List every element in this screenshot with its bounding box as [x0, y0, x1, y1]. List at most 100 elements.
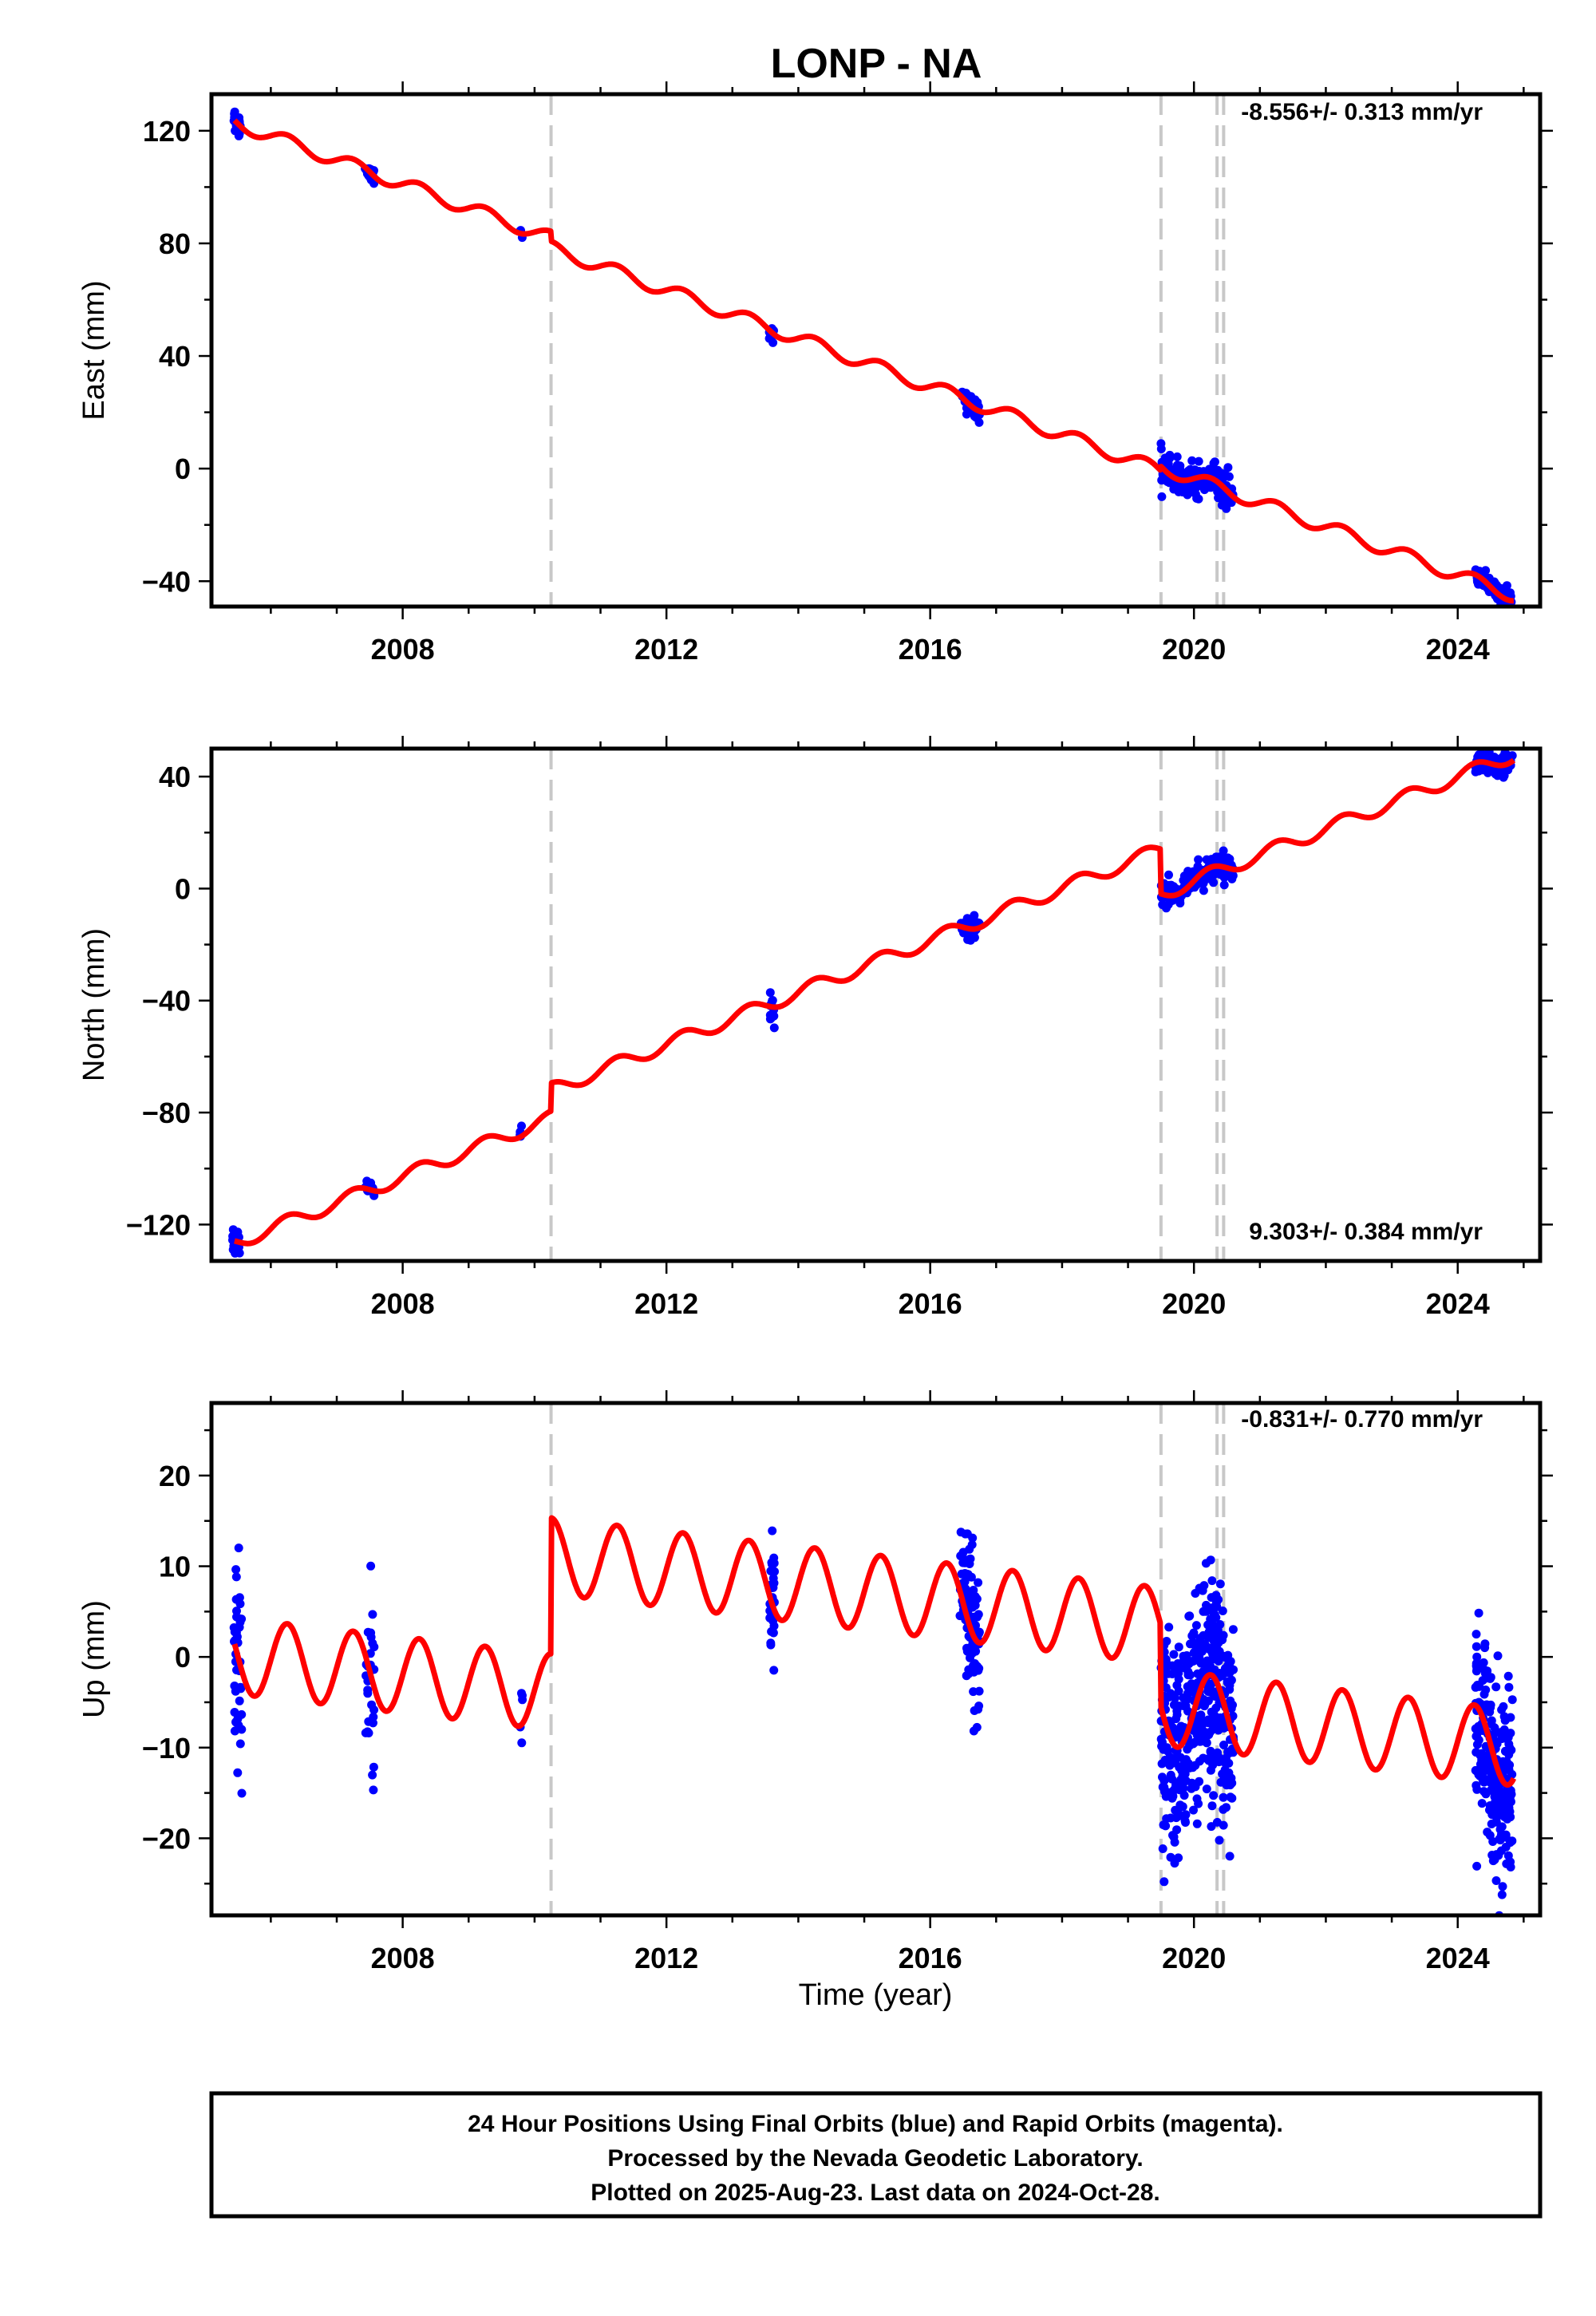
up-y-tick-label: −20: [142, 1822, 191, 1855]
up-data-point: [970, 1659, 980, 1668]
up-data-point: [1480, 1639, 1490, 1649]
up-data-point: [1218, 1635, 1227, 1645]
up-data-point: [769, 1553, 779, 1563]
up-data-point: [1202, 1631, 1211, 1641]
up-data-point: [1225, 1852, 1235, 1861]
up-data-point: [1180, 1761, 1190, 1770]
up-x-tick-label: 2024: [1426, 1942, 1490, 1974]
up-data-point: [1227, 1793, 1237, 1803]
up-data-point: [1197, 1639, 1207, 1649]
east-y-tick-label: 80: [159, 227, 191, 260]
north-data-point: [1164, 870, 1173, 879]
up-data-point: [1189, 1648, 1199, 1658]
up-data-point: [517, 1689, 526, 1698]
up-data-point: [1219, 1792, 1228, 1802]
up-data-point: [1228, 1625, 1238, 1634]
up-data-point: [1205, 1727, 1215, 1737]
up-data-point: [963, 1570, 973, 1579]
east-data-point: [1169, 484, 1179, 494]
up-data-point: [1472, 1642, 1481, 1651]
up-data-point: [1495, 1728, 1505, 1737]
east-rate-label: -8.556+/- 0.313 mm/yr: [1241, 99, 1483, 125]
up-data-point: [1203, 1696, 1213, 1705]
up-data-point: [973, 1611, 982, 1620]
up-data-point: [1164, 1622, 1174, 1632]
up-data-point: [1203, 1715, 1213, 1725]
north-data-point: [1219, 873, 1229, 882]
up-data-point: [1172, 1664, 1182, 1674]
up-data-point: [1162, 1662, 1171, 1672]
north-x-tick-label: 2016: [899, 1287, 962, 1320]
up-data-point: [1476, 1760, 1485, 1769]
up-data-point: [1181, 1818, 1190, 1827]
up-x-tick-label: 2012: [634, 1942, 698, 1974]
up-data-point: [1206, 1765, 1215, 1775]
up-data-point: [1219, 1804, 1228, 1814]
up-data-point: [1502, 1811, 1511, 1820]
figure-title: LONP - NA: [771, 41, 982, 87]
up-data-point: [1499, 1712, 1509, 1721]
up-data-point: [769, 1666, 779, 1675]
up-data-point: [1472, 1780, 1481, 1790]
east-data-point: [1175, 461, 1185, 471]
up-x-tick-label: 2008: [371, 1942, 435, 1974]
up-data-point: [230, 1708, 239, 1717]
up-data-points: [229, 1526, 1517, 1915]
up-data-point: [1214, 1725, 1223, 1735]
up-data-point: [974, 1578, 983, 1587]
up-data-point: [1185, 1611, 1195, 1621]
up-data-point: [1475, 1721, 1484, 1731]
north-data-point: [1199, 886, 1208, 895]
up-data-point: [1207, 1822, 1216, 1832]
up-data-point: [966, 1645, 975, 1654]
east-data-point: [235, 131, 244, 140]
north-y-tick-label: 40: [159, 761, 191, 793]
up-data-point: [1183, 1745, 1192, 1754]
east-data-point: [1224, 496, 1234, 506]
up-data-point: [1166, 1770, 1175, 1780]
up-data-point: [1485, 1805, 1494, 1815]
up-data-point: [233, 1768, 243, 1777]
east-y-tick-label: 0: [175, 453, 191, 485]
east-y-tick-label: −40: [142, 565, 191, 598]
up-data-point: [369, 1642, 379, 1652]
north-data-point: [1227, 874, 1237, 883]
north-data-point: [1183, 867, 1193, 876]
north-data-point: [769, 1023, 779, 1033]
up-data-point: [1194, 1670, 1203, 1679]
east-data-point: [1194, 456, 1203, 466]
north-plot-area: [228, 749, 1517, 1261]
up-data-point: [1207, 1753, 1216, 1763]
panel-north: 2008 2012 2016 2020 2024 −120 −80 −40 0 40 North (…: [77, 736, 1553, 1320]
up-rate-label: -0.831+/- 0.770 mm/yr: [1241, 1406, 1483, 1433]
north-data-point: [1210, 870, 1219, 879]
up-data-point: [1192, 1794, 1202, 1804]
up-data-point: [1503, 1747, 1513, 1757]
north-data-point: [1501, 749, 1511, 759]
up-data-point: [1215, 1579, 1225, 1589]
up-data-point: [1174, 1686, 1183, 1696]
footer-frame: [209, 2091, 1543, 2219]
north-data-points: [228, 749, 1517, 1258]
up-data-point: [1186, 1639, 1195, 1649]
up-data-point: [1497, 1890, 1507, 1899]
north-frame: [209, 746, 1543, 1263]
up-data-point: [970, 1706, 979, 1715]
up-data-point: [1210, 1692, 1219, 1701]
east-data-point: [1501, 587, 1511, 597]
up-data-point: [363, 1689, 373, 1698]
up-data-point: [1499, 1788, 1508, 1797]
panel-east: 2008 2012 2016 2020 2024 −40 0 40 80 120 East (mm)…: [77, 81, 1553, 666]
east-data-point: [1187, 456, 1197, 465]
up-data-point: [1209, 1791, 1219, 1800]
up-data-point: [1199, 1753, 1208, 1763]
up-data-point: [1184, 1659, 1194, 1669]
up-data-point: [1477, 1799, 1487, 1808]
north-y-tick-label: −80: [142, 1097, 191, 1129]
up-data-point: [1187, 1631, 1197, 1641]
up-data-point: [1174, 1642, 1183, 1652]
up-data-point: [958, 1558, 968, 1567]
north-x-tick-label: 2024: [1426, 1287, 1490, 1320]
up-data-point: [1167, 1792, 1176, 1801]
up-data-point: [1207, 1801, 1217, 1811]
